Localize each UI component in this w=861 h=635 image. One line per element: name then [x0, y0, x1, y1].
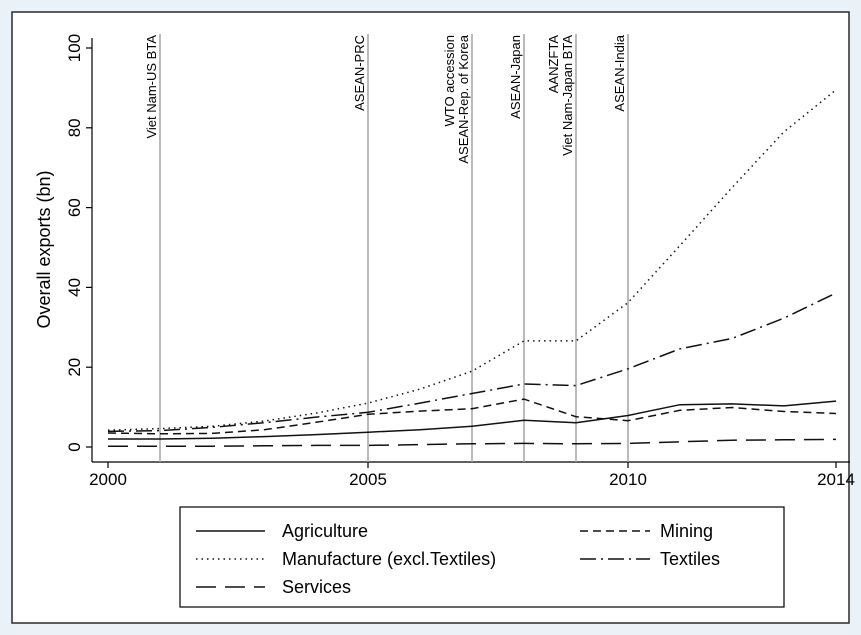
- event-label: ASEAN-PRC: [352, 35, 367, 111]
- event-label: ASEAN-Rep. of Korea: [456, 34, 471, 163]
- legend-box: [179, 506, 785, 608]
- y-axis-title: Overall exports (bn): [34, 170, 54, 328]
- legend-label: Manufacture (excl.Textiles): [282, 549, 496, 569]
- legend-label: Agriculture: [282, 521, 368, 541]
- x-tick-label: 2005: [349, 470, 387, 489]
- y-tick-label: 60: [65, 198, 84, 217]
- event-label: ASEAN-Japan: [508, 35, 523, 119]
- x-tick-label: 2010: [609, 470, 647, 489]
- series-line-manufacture-excl-textiles: [107, 89, 837, 431]
- event-label: Viet Nam-Japan BTA: [560, 35, 575, 156]
- legend-label: Mining: [660, 521, 713, 541]
- y-tick-label: 0: [65, 442, 84, 451]
- y-tick-label: 100: [65, 34, 84, 62]
- x-tick-label: 2014: [817, 470, 855, 489]
- legend: Agriculture Mining Manufacture (excl.Texti…: [179, 506, 785, 608]
- event-label: WTO accession: [442, 35, 457, 127]
- series-lines: [107, 89, 837, 447]
- series-line-services: [108, 438, 837, 447]
- y-tick-label: 80: [65, 118, 84, 137]
- legend-label: Services: [282, 577, 351, 597]
- legend-label: Textiles: [660, 549, 720, 569]
- y-tick-label: 40: [65, 278, 84, 297]
- axes: 0 20 40 60 80 100 2000 2005 2010 2014: [65, 34, 855, 489]
- series-line-textiles: [107, 292, 837, 433]
- event-label: AANZFTA: [546, 35, 561, 94]
- x-tick-label: 2000: [89, 470, 127, 489]
- series-line-mining: [107, 398, 837, 435]
- event-lines: Viet Nam-US BTA ASEAN-PRC WTO accession ASE…: [144, 34, 629, 462]
- event-label: Viet Nam-US BTA: [144, 35, 159, 139]
- y-tick-label: 20: [65, 358, 84, 377]
- event-label: ASEAN-India: [612, 34, 627, 111]
- series-line-agriculture: [108, 400, 837, 440]
